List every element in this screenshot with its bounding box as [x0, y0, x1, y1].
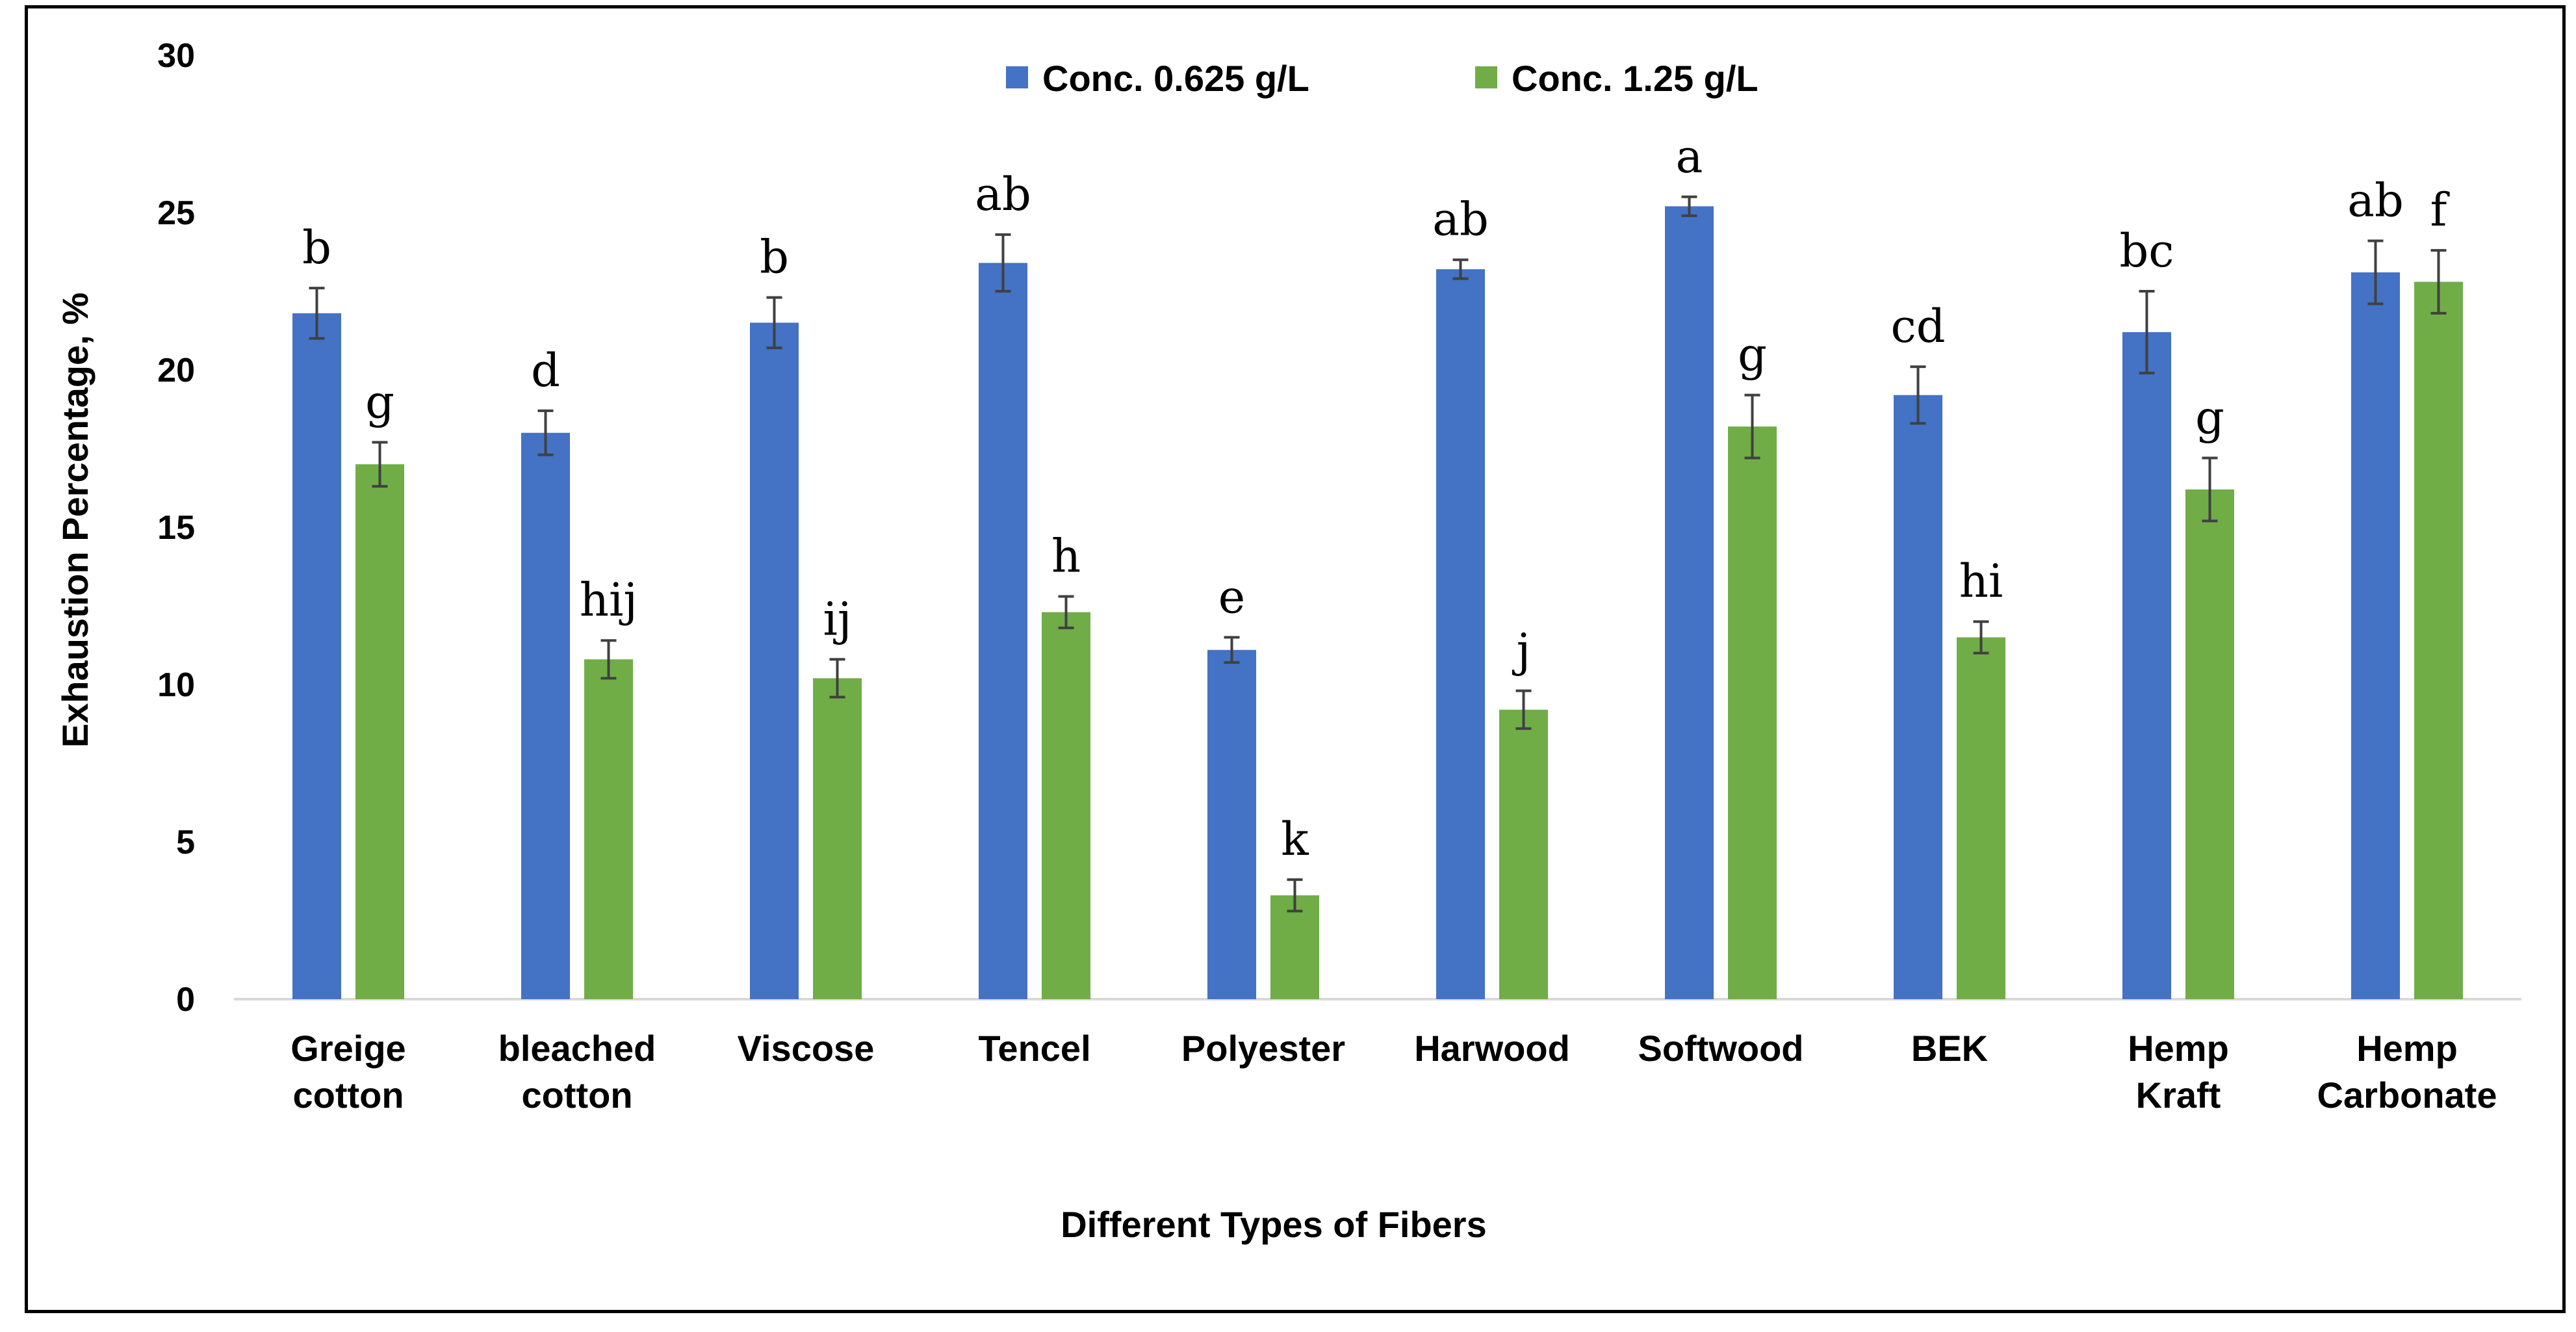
legend-label-conc-125: Conc. 1.25 g/L — [1512, 58, 1758, 99]
significance-label: j — [1512, 624, 1531, 677]
x-tick-label-line: Carbonate — [2317, 1075, 2497, 1116]
significance-label: ab — [1432, 193, 1489, 246]
y-tick-label: 20 — [157, 352, 195, 389]
bar-conc-0625 — [750, 322, 799, 999]
significance-label: a — [1676, 130, 1703, 183]
bar-conc-125 — [1270, 895, 1319, 999]
x-tick-label-line: Hemp — [2128, 1028, 2229, 1069]
bar-conc-0625 — [1436, 269, 1485, 999]
significance-label: hi — [1959, 555, 2003, 608]
legend-swatch-conc-0625 — [1006, 66, 1028, 88]
bar-conc-0625 — [1665, 206, 1714, 999]
y-tick-label: 5 — [176, 824, 195, 861]
significance-label: d — [531, 344, 560, 397]
x-tick-label: Hemp Kraft — [2128, 1028, 2229, 1116]
significance-label: h — [1051, 529, 1081, 582]
y-tick-label: 30 — [157, 37, 195, 75]
significance-label: g — [1738, 328, 1767, 382]
x-tick-label-line: BEK — [1911, 1028, 1988, 1069]
x-tick-label-line: Harwood — [1414, 1028, 1570, 1069]
bar-conc-125 — [584, 659, 633, 999]
legend-label-conc-0625: Conc. 0.625 g/L — [1042, 58, 1309, 99]
y-axis: 0 5 10 15 20 25 30 — [157, 37, 195, 1019]
significance-label: cd — [1890, 300, 1945, 353]
bar-conc-0625 — [979, 263, 1027, 1000]
significance-label: g — [365, 375, 394, 428]
bar-conc-0625 — [1207, 649, 1256, 999]
significance-label: k — [1281, 813, 1309, 866]
x-tick-label-line: cotton — [292, 1075, 404, 1116]
bar-conc-0625 — [1894, 395, 1942, 999]
significance-label: ab — [975, 168, 1031, 221]
x-tick-label: Softwood — [1638, 1028, 1803, 1069]
bar-conc-125 — [1499, 709, 1548, 999]
x-tick-label-line: Polyester — [1181, 1028, 1345, 1069]
significance-label: hij — [580, 573, 638, 627]
x-tick-label: Hemp Carbonate — [2317, 1028, 2497, 1116]
x-tick-label: Viscose — [738, 1028, 875, 1069]
significance-label: b — [302, 221, 331, 274]
x-tick-label-line: bleached — [498, 1028, 656, 1069]
bar-conc-125 — [1957, 637, 2005, 999]
x-tick-label: Greige cotton — [290, 1028, 406, 1116]
legend-swatch-conc-125 — [1475, 66, 1497, 88]
legend: Conc. 0.625 g/L Conc. 1.25 g/L — [1006, 58, 1758, 99]
x-tick-label: BEK — [1911, 1028, 1988, 1069]
x-tick-label-line: Viscose — [738, 1028, 875, 1069]
significance-label: e — [1218, 570, 1245, 623]
significance-label: ab — [2347, 174, 2404, 228]
bar-conc-125 — [1728, 426, 1777, 999]
y-tick-label: 25 — [157, 194, 195, 232]
bar-conc-0625 — [521, 432, 570, 999]
x-tick-label: Tencel — [978, 1028, 1090, 1069]
x-tick-label-line: Greige — [290, 1028, 406, 1069]
y-tick-label: 15 — [157, 509, 195, 547]
bar-conc-125 — [355, 464, 404, 999]
x-tick-label-line: cotton — [521, 1075, 632, 1116]
bar-conc-0625 — [2122, 332, 2171, 999]
y-tick-label: 10 — [157, 666, 195, 704]
bar-conc-0625 — [292, 313, 341, 999]
significance-label: bc — [2119, 224, 2174, 278]
x-tick-label-line: Softwood — [1638, 1028, 1803, 1069]
x-axis-title: Different Types of Fibers — [1061, 1204, 1487, 1245]
x-tick-label-line: Kraft — [2136, 1075, 2221, 1116]
significance-label: f — [2430, 183, 2451, 237]
x-tick-label-line: Tencel — [978, 1028, 1090, 1069]
significance-label: b — [760, 231, 789, 284]
x-tick-label: Harwood — [1414, 1028, 1570, 1069]
bar-conc-125 — [2185, 489, 2234, 999]
x-tick-label: bleached cotton — [498, 1028, 656, 1116]
bar-conc-125 — [2414, 281, 2463, 1000]
x-tick-label-line: Hemp — [2356, 1028, 2458, 1069]
bar-conc-125 — [813, 678, 862, 999]
category-labels: Greige cotton bleached cotton Viscose Tencel P… — [290, 1028, 2497, 1116]
x-tick-label: Polyester — [1181, 1028, 1345, 1069]
bar-conc-125 — [1042, 612, 1090, 999]
significance-label: ij — [823, 592, 851, 646]
bar-conc-0625 — [2351, 272, 2400, 1000]
y-tick-label: 0 — [176, 981, 195, 1019]
significance-label: g — [2195, 391, 2224, 445]
y-axis-title: Exhaustion Percentage, % — [55, 293, 96, 748]
